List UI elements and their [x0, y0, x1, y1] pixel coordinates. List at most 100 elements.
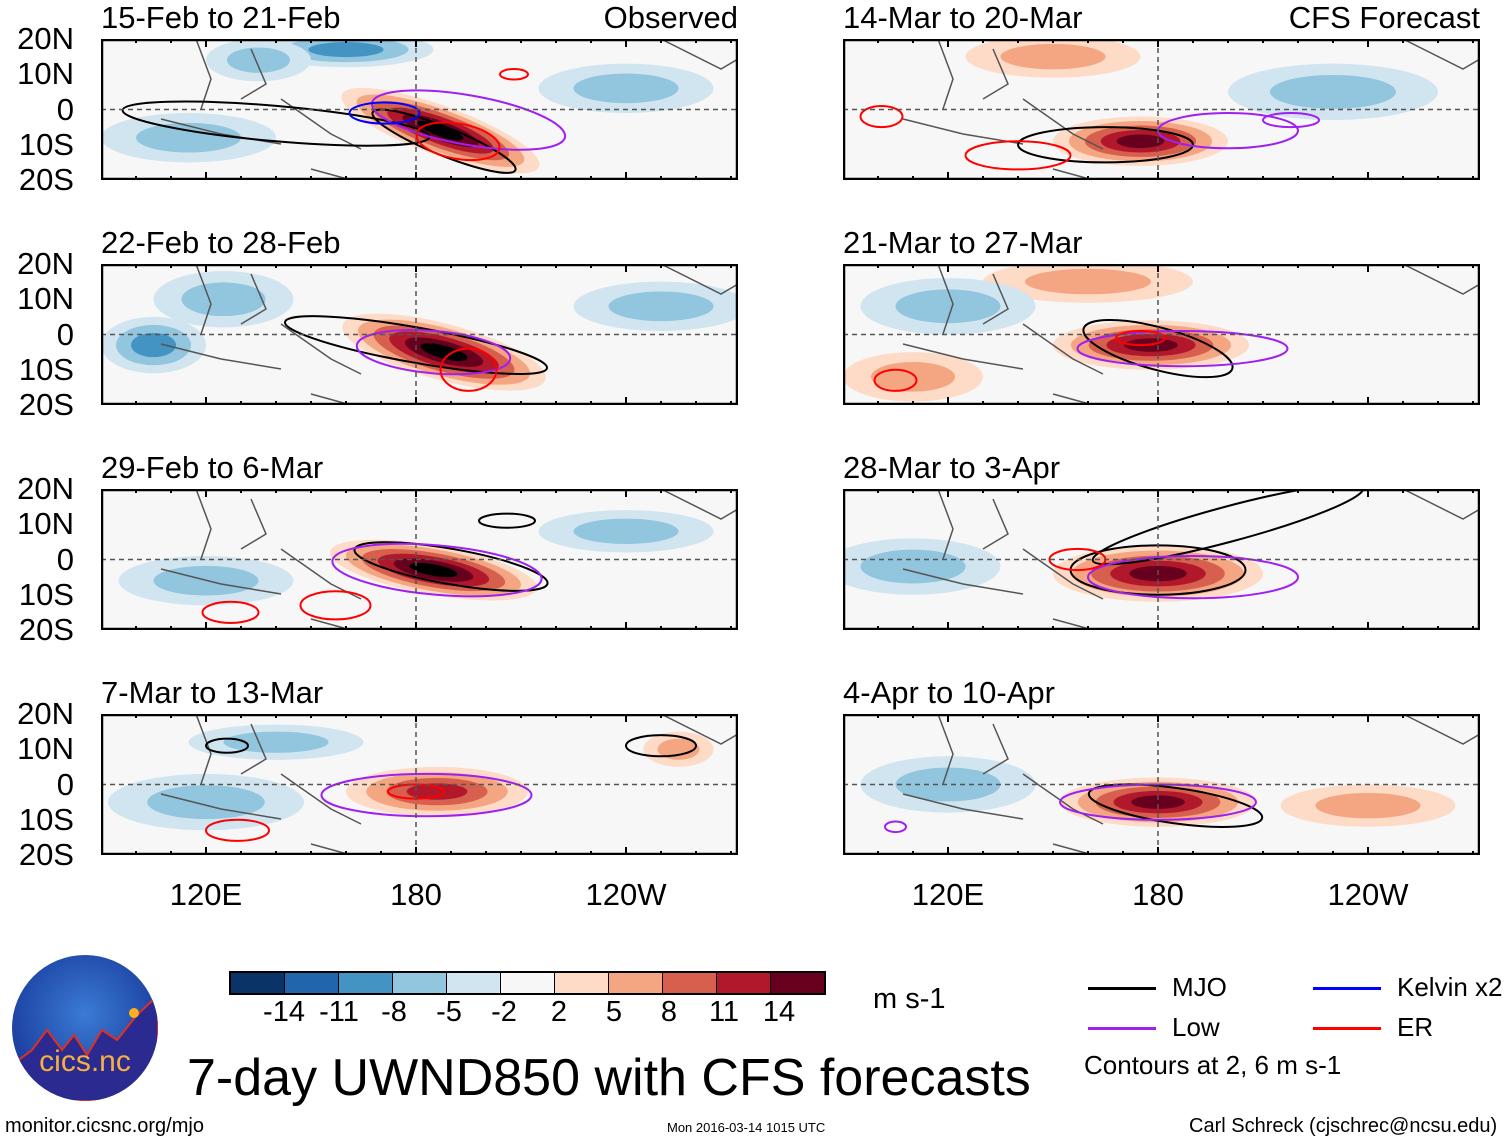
legend-swatch	[1088, 1027, 1156, 1030]
colorbar-swatch	[663, 973, 717, 993]
colorbar-label: 5	[605, 996, 623, 1028]
lat-tick-label: 10N	[17, 506, 74, 542]
lat-tick-label: 20N	[17, 21, 74, 56]
low-contour	[1076, 329, 1289, 368]
lon-tick-label: 120W	[1327, 877, 1409, 912]
map-panel	[101, 489, 738, 630]
legend-swatch	[1088, 987, 1156, 990]
er-contour	[205, 818, 270, 842]
low-contour	[320, 772, 533, 818]
colorbar-label: 8	[660, 996, 678, 1028]
mjo-contour	[283, 315, 549, 375]
lat-tick-label: 0	[56, 91, 74, 127]
legend-label: Low	[1172, 1012, 1220, 1042]
mjo-contour	[353, 541, 549, 592]
panel-frame	[101, 714, 738, 855]
map-panel	[843, 714, 1480, 855]
panel-title: 28-Mar to 3-Apr	[843, 450, 1061, 485]
map-panel	[843, 39, 1480, 180]
westerly-anomaly	[657, 738, 700, 760]
footer-timestamp: Mon 2016-03-14 1015 UTC	[667, 1120, 826, 1135]
easterly-anomaly	[308, 42, 384, 58]
colorbar-swatch	[393, 973, 447, 993]
colorbar-label: -8	[381, 996, 407, 1028]
er-contour	[859, 104, 904, 129]
colorbar-swatch	[609, 973, 663, 993]
easterly-anomaly	[136, 122, 241, 153]
lat-tick-label: 20N	[17, 246, 74, 281]
coastline	[902, 39, 1480, 180]
westerly-anomaly	[1131, 795, 1185, 809]
colorbar-label: -2	[491, 996, 517, 1028]
coastline	[160, 489, 738, 630]
panel-title: 14-Mar to 20-Mar	[843, 0, 1083, 35]
lon-tick-label: 180	[390, 877, 442, 912]
easterly-anomaly	[608, 291, 714, 322]
westerly-anomaly	[1000, 43, 1106, 70]
mjo-contour	[1087, 783, 1264, 828]
colorbar-label: -5	[436, 996, 462, 1028]
lat-tick-label: 0	[56, 766, 74, 802]
panel-frame	[101, 489, 738, 630]
cicsnc-logo: cics.nc	[12, 955, 158, 1101]
panel-title: 4-Apr to 10-Apr	[843, 675, 1055, 710]
map-panel	[101, 714, 738, 855]
er-contour	[964, 140, 1072, 171]
easterly-anomaly	[131, 332, 176, 358]
legend-label: MJO	[1172, 972, 1227, 1002]
colorbar-label: 2	[550, 996, 568, 1028]
easterly-anomaly	[895, 767, 1001, 802]
panel-frame	[843, 489, 1480, 630]
low-contour	[1087, 554, 1299, 600]
lon-tick-label: 120E	[911, 877, 985, 912]
mjo-contour	[1082, 319, 1234, 379]
er-contour	[1115, 329, 1166, 347]
kelvin-contour	[348, 101, 421, 125]
lat-tick-label: 10N	[17, 281, 74, 317]
lat-tick-label: 20S	[18, 612, 74, 647]
lat-tick-label: 20N	[17, 696, 74, 731]
westerly-anomaly	[420, 343, 468, 362]
figure-title: 7-day UWND850 with CFS forecasts	[187, 1049, 1031, 1107]
easterly-anomaly	[147, 785, 265, 820]
westerly-anomaly	[409, 563, 458, 578]
mjo-contour	[205, 737, 249, 754]
panel-title: 21-Mar to 27-Mar	[843, 225, 1083, 260]
lat-tick-label: 20S	[18, 387, 74, 422]
mjo-contour	[478, 512, 536, 529]
panel-frame	[843, 714, 1480, 855]
legend-swatch	[1313, 1027, 1381, 1030]
map-panel	[101, 39, 738, 180]
colorbar-swatch	[555, 973, 609, 993]
colorbar-swatch	[339, 973, 393, 993]
coastline	[902, 264, 1480, 405]
westerly-anomaly	[417, 120, 464, 141]
easterly-anomaly	[895, 289, 1001, 324]
footer-url[interactable]: monitor.cicsnc.org/mjo	[5, 1115, 204, 1137]
er-contour	[439, 347, 498, 392]
lon-tick-label: 120W	[585, 877, 667, 912]
colorbar-units: m s-1	[873, 983, 946, 1015]
easterly-anomaly	[227, 47, 290, 73]
lat-tick-label: 20N	[17, 471, 74, 506]
lat-tick-label: 10N	[17, 56, 74, 92]
westerly-anomaly	[1116, 134, 1165, 148]
colorbar	[229, 971, 826, 995]
lat-tick-label: 0	[56, 541, 74, 577]
colorbar-swatch	[285, 973, 339, 993]
easterly-anomaly	[573, 518, 679, 544]
lon-tick-label: 180	[1132, 877, 1184, 912]
lon-tick-label: 120E	[169, 877, 243, 912]
panel-frame	[843, 264, 1480, 405]
er-contour	[873, 368, 918, 392]
er-contour	[499, 67, 529, 81]
map-panel	[101, 264, 738, 405]
westerly-anomaly	[406, 783, 468, 800]
colorbar-swatch	[717, 973, 771, 993]
panel-title: 29-Feb to 6-Mar	[101, 450, 324, 485]
low-contour	[355, 329, 512, 376]
westerly-anomaly	[1315, 792, 1421, 819]
easterly-anomaly	[181, 282, 266, 317]
lat-tick-label: 0	[56, 316, 74, 352]
panel-title: 15-Feb to 21-Feb	[101, 0, 341, 35]
